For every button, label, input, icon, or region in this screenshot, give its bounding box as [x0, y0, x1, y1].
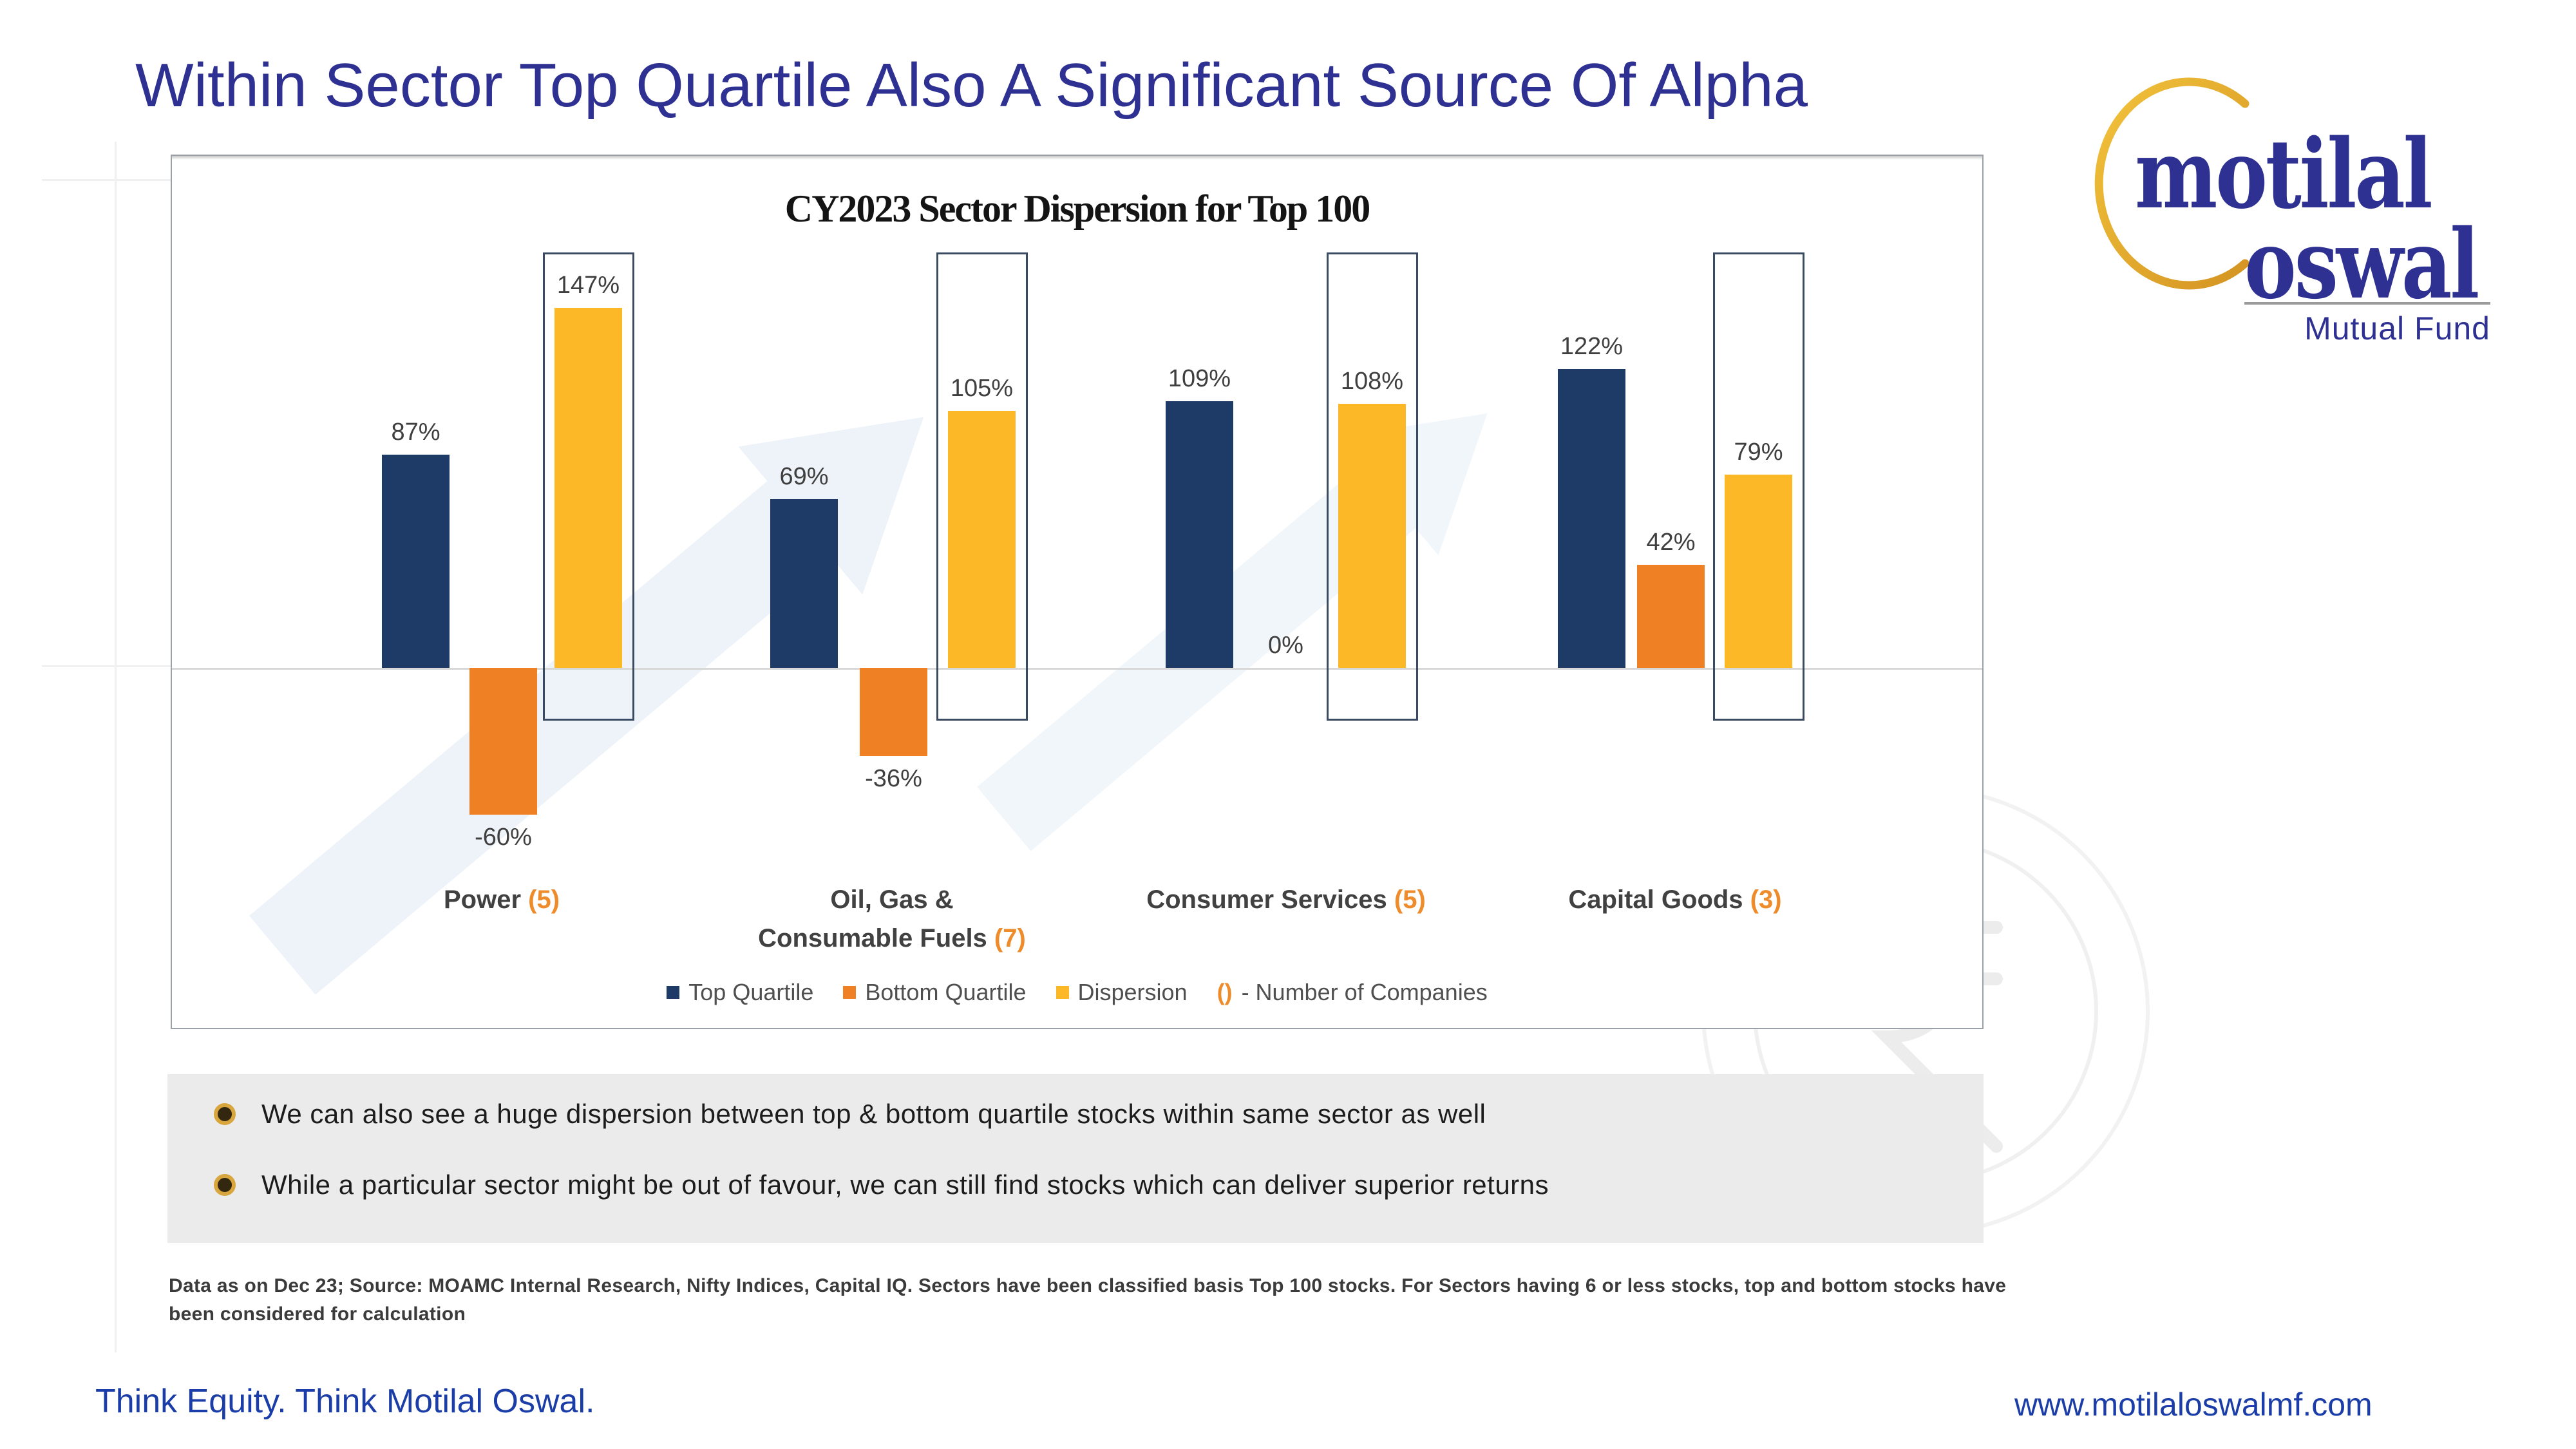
- bg-gridline-horizontal: [42, 179, 171, 181]
- legend-item-bottom-quartile: Bottom Quartile: [843, 979, 1027, 1006]
- legend-label: Top Quartile: [688, 979, 814, 1005]
- dispersion-highlight-box: [1327, 252, 1418, 721]
- bar-value-label: 108%: [1340, 367, 1404, 395]
- logo-gold-arc-icon: [2094, 77, 2249, 290]
- company-count: (3): [1750, 886, 1782, 914]
- bar-value-label: 147%: [556, 272, 620, 299]
- x-axis-labels: Power (5) Oil, Gas & Consumable Fuels (7) C…: [172, 156, 1982, 1028]
- bar-value-label: -60%: [475, 824, 532, 851]
- bg-gridline-vertical: [115, 142, 117, 1352]
- chart-legend: Top Quartile Bottom Quartile Dispersion () -…: [172, 979, 1982, 1006]
- bar-value-label: 122%: [1560, 333, 1624, 361]
- takeaway-panel: We can also see a huge dispersion betwee…: [167, 1074, 1984, 1243]
- footer-slogan: Think Equity. Think Motilal Oswal.: [95, 1383, 595, 1420]
- bar-top-quartile: [1166, 401, 1233, 668]
- zero-axis-line: [172, 668, 1982, 670]
- chart-container: CY2023 Sector Dispersion for Top 100 87%…: [171, 155, 1984, 1029]
- company-count: (7): [994, 924, 1026, 952]
- bar-value-label: 109%: [1168, 365, 1231, 392]
- company-count: (5): [528, 886, 560, 914]
- source-footnote: Data as on Dec 23; Source: MOAMC Interna…: [169, 1275, 2007, 1325]
- bar-dispersion: [948, 411, 1016, 668]
- category-label: Power (5): [257, 880, 746, 919]
- legend-item-top-quartile: Top Quartile: [667, 979, 813, 1006]
- category-label: Oil, Gas & Consumable Fuels (7): [647, 880, 1137, 958]
- bar-dispersion: [1338, 403, 1406, 668]
- legend-swatch-icon: [843, 986, 857, 999]
- legend-note-text: - Number of Companies: [1241, 979, 1488, 1005]
- bar-value-label: 0%: [1268, 632, 1303, 659]
- category-label-line: Oil, Gas &: [830, 886, 954, 914]
- bar-value-label: 87%: [391, 419, 440, 446]
- legend-note-symbol: (): [1217, 979, 1233, 1005]
- bullet-icon: [214, 1174, 236, 1196]
- legend-swatch-icon: [667, 986, 680, 999]
- bar-value-label: 69%: [779, 462, 829, 490]
- takeaway-row: We can also see a huge dispersion betwee…: [214, 1099, 1486, 1130]
- category-label: Capital Goods (3): [1430, 880, 1920, 919]
- category-label-line: Power (5): [443, 886, 560, 914]
- legend-label: Bottom Quartile: [865, 979, 1027, 1005]
- logo-word-motilal: motilal: [2135, 118, 2433, 230]
- plot-area: 87% 69% 109% 122% -60% -36% 0% 42% 147% 105% 108% 7…: [172, 156, 1982, 1028]
- company-count: (5): [1394, 886, 1426, 914]
- bar-dispersion: [554, 308, 622, 668]
- chart-frame-top-shadow: [172, 156, 1982, 160]
- bar-value-label: 105%: [950, 375, 1014, 402]
- dispersion-highlight-box: [1713, 252, 1804, 721]
- page-title: Within Sector Top Quartile Also A Signif…: [135, 51, 1808, 120]
- bar-top-quartile: [382, 455, 450, 668]
- bar-value-label: 42%: [1646, 529, 1696, 556]
- bar-top-quartile: [1558, 369, 1625, 668]
- bar-top-quartile: [770, 498, 838, 668]
- dispersion-highlight-box: [543, 252, 634, 721]
- legend-item-dispersion: Dispersion: [1056, 979, 1188, 1006]
- category-label-line: Capital Goods (3): [1568, 886, 1782, 914]
- bar-value-label: 79%: [1734, 438, 1783, 466]
- bar-value-label: -36%: [865, 764, 922, 792]
- bar-bottom-quartile: [1637, 565, 1705, 668]
- bg-gridline-horizontal: [42, 665, 171, 667]
- footer-website-link[interactable]: www.motilaloswalmf.com: [2014, 1387, 2372, 1423]
- bar-bottom-quartile: [469, 668, 537, 815]
- legend-note: () - Number of Companies: [1217, 979, 1488, 1006]
- legend-swatch-icon: [1056, 986, 1069, 999]
- chart-title: CY2023 Sector Dispersion for Top 100: [784, 187, 1371, 230]
- logo-tagline: Mutual Fund: [2304, 310, 2490, 346]
- takeaway-row: While a particular sector might be out o…: [214, 1170, 1549, 1200]
- bullet-icon: [214, 1103, 236, 1125]
- logo-divider: [2244, 302, 2490, 305]
- motilal-oswal-logo: motilal oswal Mutual Fund: [2090, 61, 2521, 357]
- category-label: Consumer Services (5): [1041, 880, 1531, 919]
- takeaway-text: While a particular sector might be out o…: [261, 1170, 1549, 1200]
- takeaway-text: We can also see a huge dispersion betwee…: [261, 1099, 1486, 1129]
- dispersion-highlight-box: [936, 252, 1028, 721]
- category-label-line: Consumer Services (5): [1146, 886, 1426, 914]
- legend-label: Dispersion: [1077, 979, 1188, 1005]
- bar-bottom-quartile: [860, 668, 927, 756]
- bar-dispersion: [1725, 474, 1792, 668]
- logo-word-oswal: oswal: [2244, 208, 2479, 320]
- category-label-line: Consumable Fuels (7): [758, 924, 1026, 952]
